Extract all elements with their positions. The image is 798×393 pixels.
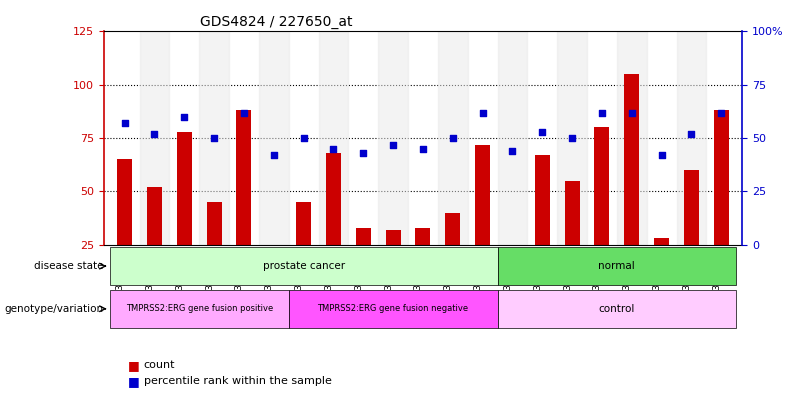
Text: ■: ■ (128, 375, 140, 388)
Bar (356, 228, 371, 245)
Bar (617, 31, 646, 245)
Text: GDS4824 / 227650_at: GDS4824 / 227650_at (200, 15, 352, 29)
Point (506, 148, 519, 154)
Text: control: control (598, 304, 635, 314)
Point (446, 135, 459, 141)
Bar (378, 31, 408, 245)
Bar (117, 160, 132, 245)
Point (476, 109, 489, 116)
Text: count: count (144, 360, 175, 371)
Point (536, 129, 549, 135)
FancyBboxPatch shape (109, 290, 289, 328)
Bar (385, 230, 401, 245)
Bar (535, 155, 550, 245)
Point (207, 135, 220, 141)
Text: prostate cancer: prostate cancer (263, 261, 345, 271)
Bar (318, 31, 349, 245)
Point (357, 150, 369, 156)
Bar (416, 228, 430, 245)
Bar (654, 239, 669, 245)
Text: percentile rank within the sample: percentile rank within the sample (144, 376, 331, 386)
Point (566, 135, 579, 141)
Bar (296, 202, 311, 245)
Bar (200, 31, 229, 245)
Bar (677, 31, 706, 245)
Text: normal: normal (598, 261, 635, 271)
Bar (557, 31, 587, 245)
Bar (565, 181, 579, 245)
Bar (445, 213, 460, 245)
Bar (326, 153, 341, 245)
Bar (177, 132, 192, 245)
FancyBboxPatch shape (109, 247, 497, 285)
FancyBboxPatch shape (497, 247, 737, 285)
Bar (684, 170, 699, 245)
Point (148, 131, 161, 137)
Point (655, 152, 668, 158)
Bar (624, 74, 639, 245)
Point (715, 109, 728, 116)
Point (178, 114, 191, 120)
Text: TMPRSS2:ERG gene fusion negative: TMPRSS2:ERG gene fusion negative (318, 304, 468, 313)
Bar (438, 31, 468, 245)
Point (267, 152, 280, 158)
Bar (713, 110, 729, 245)
Point (387, 141, 400, 148)
Point (595, 109, 608, 116)
Text: genotype/variation: genotype/variation (4, 304, 103, 314)
Point (626, 109, 638, 116)
FancyBboxPatch shape (497, 290, 737, 328)
Text: ■: ■ (128, 359, 140, 372)
Point (685, 131, 697, 137)
Bar (497, 31, 527, 245)
Bar (259, 31, 289, 245)
Bar (140, 31, 169, 245)
Point (327, 146, 340, 152)
Point (297, 135, 310, 141)
FancyBboxPatch shape (289, 290, 497, 328)
Bar (475, 145, 490, 245)
Text: disease state: disease state (34, 261, 103, 271)
Bar (207, 202, 222, 245)
Point (417, 146, 429, 152)
Point (118, 120, 131, 126)
Bar (595, 127, 610, 245)
Bar (267, 245, 281, 251)
Point (238, 109, 251, 116)
Bar (236, 110, 251, 245)
Bar (147, 187, 162, 245)
Text: TMPRSS2:ERG gene fusion positive: TMPRSS2:ERG gene fusion positive (125, 304, 273, 313)
